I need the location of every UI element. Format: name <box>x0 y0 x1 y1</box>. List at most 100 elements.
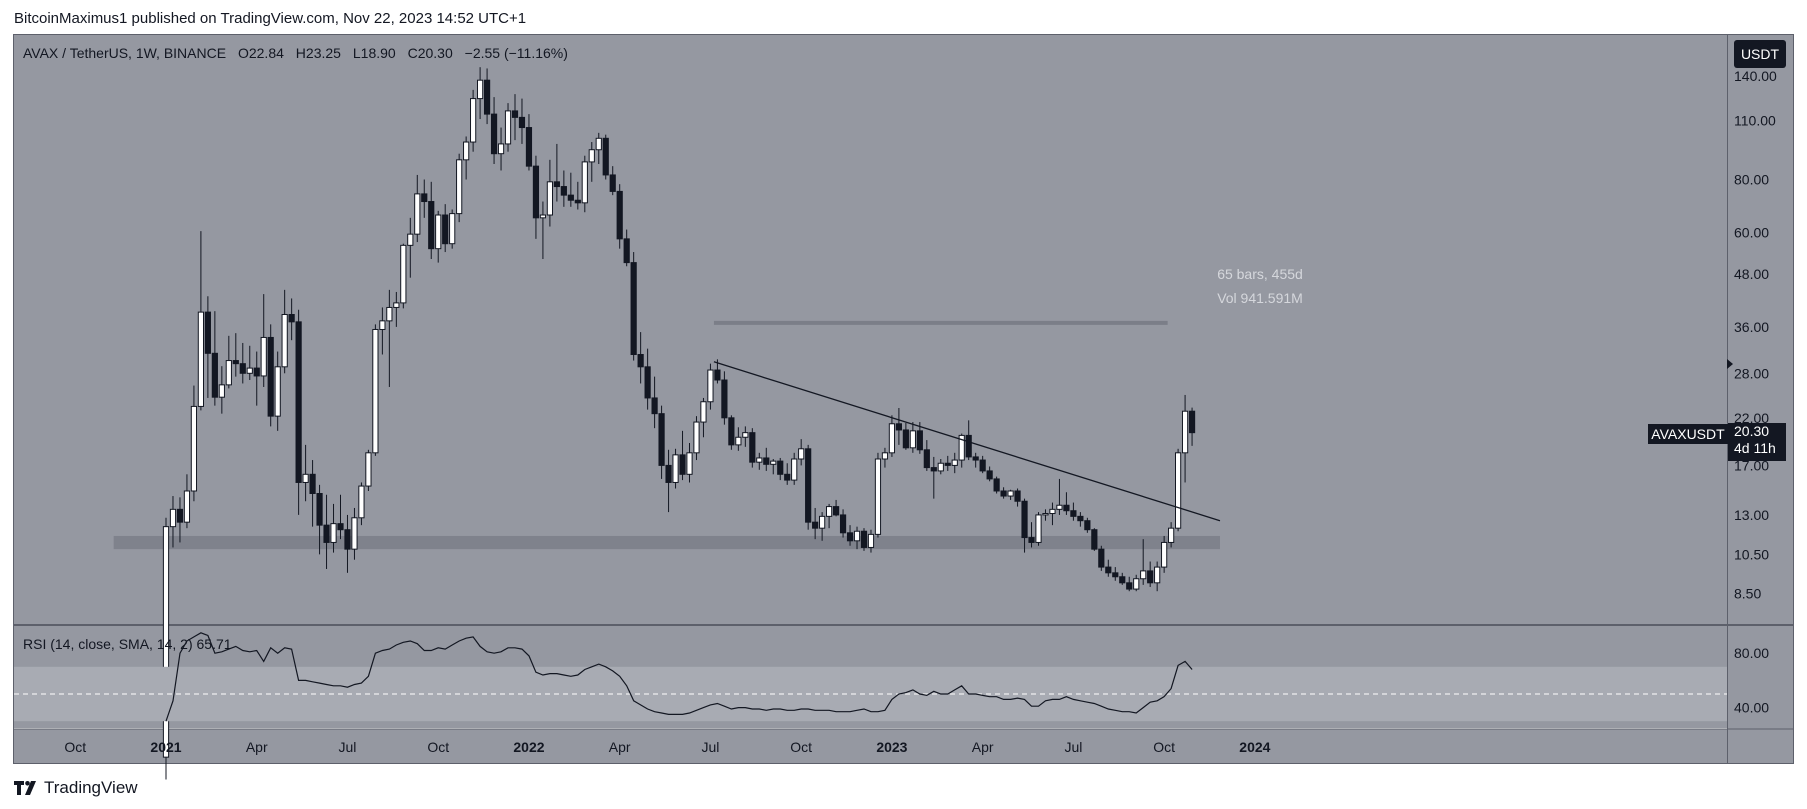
legend-high: 23.25 <box>305 45 341 61</box>
candle-up <box>867 533 875 548</box>
candle-up <box>225 360 232 386</box>
candle-down <box>1188 410 1196 434</box>
legend-pair: AVAX / TetherUS, 1W, BINANCE <box>23 45 227 61</box>
bar-countdown: 4d 11h <box>1734 440 1776 456</box>
candle-up <box>588 149 595 163</box>
ruler-bars: 65 bars, 455d <box>1217 266 1303 282</box>
candle-up <box>190 405 198 492</box>
price-axis-marker <box>1727 359 1733 369</box>
candle-down <box>944 462 951 466</box>
candle-up <box>798 448 805 460</box>
legend-close: 20.30 <box>417 45 453 61</box>
candle-down <box>442 214 449 245</box>
candle-down <box>1028 537 1035 543</box>
candle-down <box>763 457 770 465</box>
time-axis-month-label: Apr <box>972 739 994 755</box>
candle-up <box>853 530 861 542</box>
candle-down <box>902 429 909 449</box>
candle-up <box>958 434 965 461</box>
measure-ruler-label: 65 bars, 455d Vol 941.591M <box>1110 262 1410 310</box>
time-axis-month-label: Oct <box>1153 739 1175 755</box>
price-tick-label: 48.00 <box>1734 266 1769 282</box>
candle-down <box>553 181 560 188</box>
time-axis-month-label: Apr <box>246 739 268 755</box>
price-tick-label: 110.00 <box>1734 113 1776 129</box>
candle-down <box>972 456 979 461</box>
candle-down <box>239 363 246 374</box>
candle-down <box>812 521 819 529</box>
last-price-badge: 20.30 4d 11h <box>1728 423 1786 461</box>
candle-down <box>490 113 498 155</box>
candle-down <box>839 514 847 534</box>
candle-up <box>393 302 400 308</box>
candle-up <box>414 193 421 235</box>
price-tick-label: 140.00 <box>1734 68 1777 84</box>
candle-down <box>525 127 533 167</box>
candle-up <box>1049 508 1056 515</box>
candle-down <box>1084 520 1091 531</box>
candle-up <box>770 460 777 465</box>
candle-up <box>707 369 714 403</box>
candle-down <box>560 186 567 196</box>
candle-up <box>909 430 916 449</box>
candle-up <box>358 485 365 519</box>
candle-down <box>846 532 854 542</box>
time-axis-year-label: 2023 <box>876 739 907 755</box>
price-tick-label: 36.00 <box>1734 319 1769 335</box>
candle-up <box>274 366 281 417</box>
candle-up <box>672 454 679 483</box>
rsi-tick-label: 40.00 <box>1734 700 1769 716</box>
candle-down <box>665 464 672 483</box>
candle-up <box>330 523 337 543</box>
candle-down <box>288 314 295 323</box>
candle-up <box>819 515 826 529</box>
tradingview-logo-icon <box>14 781 36 795</box>
currency-unit-button[interactable]: USDT <box>1734 40 1786 68</box>
candle-up <box>218 384 225 398</box>
candle-up <box>539 214 547 219</box>
candle-up <box>1133 578 1140 590</box>
candle-down <box>777 460 784 475</box>
price-tick-label: 60.00 <box>1734 225 1769 241</box>
symbol-legend: AVAX / TetherUS, 1W, BINANCE O22.84 H23.… <box>23 45 568 61</box>
candle-down <box>574 199 581 204</box>
candle-up <box>1056 504 1063 510</box>
candle-up <box>826 506 833 517</box>
candle-down <box>832 506 840 516</box>
candle-up <box>951 459 958 466</box>
candle-up <box>400 244 407 304</box>
candle-up <box>581 161 588 204</box>
candle-down <box>295 321 302 483</box>
brand-name: TradingView <box>44 778 138 797</box>
candle-down <box>211 352 218 398</box>
candle-up <box>260 336 267 377</box>
candle-up <box>546 181 553 216</box>
candle-down <box>916 430 923 451</box>
candle-up <box>1161 541 1168 568</box>
descending-trendline <box>713 361 1221 522</box>
candle-up <box>497 143 505 155</box>
candle-up <box>791 458 798 481</box>
candle-up <box>1154 566 1161 584</box>
candle-up <box>407 233 414 246</box>
candle-down <box>1063 504 1070 512</box>
candle-up <box>1181 410 1189 454</box>
candle-up <box>456 159 463 215</box>
candle-up <box>281 314 288 368</box>
candle-up <box>435 214 442 250</box>
rsi-line <box>165 632 1193 722</box>
candle-down <box>344 529 351 550</box>
candle-down <box>658 413 665 466</box>
candle-down <box>965 434 972 458</box>
candle-down <box>428 201 435 250</box>
candle-up <box>365 452 372 487</box>
candle-down <box>337 523 344 531</box>
candle-down <box>1126 582 1133 590</box>
candle-up <box>881 452 889 460</box>
tradingview-branding: TradingView <box>14 778 138 798</box>
candle-up <box>1035 514 1042 543</box>
candle-down <box>176 508 184 523</box>
candle-up <box>246 367 253 374</box>
legend-change: −2.55 (−11.16%) <box>464 45 568 61</box>
